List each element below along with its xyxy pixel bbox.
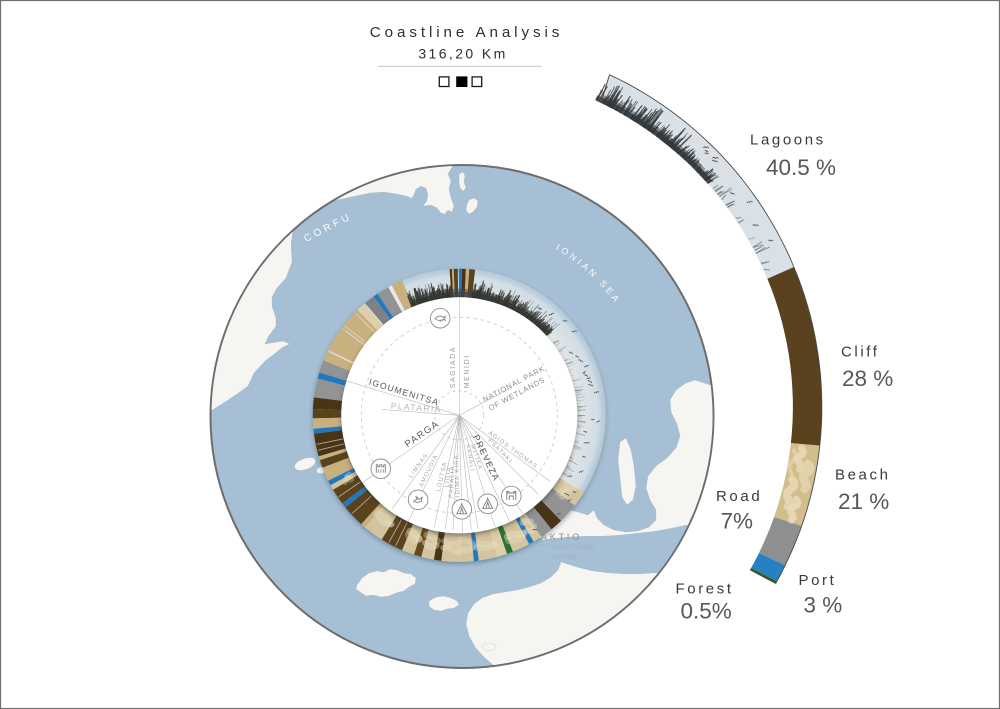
- svg-text:3 %: 3 %: [804, 593, 843, 618]
- svg-text:316,20 Km: 316,20 Km: [418, 46, 507, 62]
- svg-text:LIGIA: LIGIA: [444, 466, 452, 487]
- svg-text:PARALIA: PARALIA: [449, 465, 457, 498]
- svg-text:tunnel: tunnel: [553, 551, 576, 561]
- svg-text:Coastline Analysis: Coastline Analysis: [370, 24, 563, 41]
- svg-text:underwater: underwater: [553, 541, 596, 551]
- svg-text:PLATARIA: PLATARIA: [390, 401, 442, 415]
- svg-text:KANALI: KANALI: [464, 444, 474, 473]
- svg-text:Road: Road: [716, 488, 762, 505]
- svg-text:Forest: Forest: [676, 581, 734, 598]
- svg-text:40.5 %: 40.5 %: [766, 155, 836, 180]
- svg-text:0.5%: 0.5%: [681, 599, 732, 624]
- svg-text:KIDIMA KIRA: KIDIMA KIRA: [454, 454, 461, 502]
- svg-text:AKTIO: AKTIO: [541, 532, 582, 542]
- svg-text:21 %: 21 %: [838, 489, 889, 514]
- svg-text:Lagoons: Lagoons: [750, 132, 826, 149]
- svg-text:Beach: Beach: [835, 467, 891, 484]
- svg-text:Cliff: Cliff: [841, 344, 880, 361]
- svg-text:Port: Port: [799, 572, 837, 589]
- svg-text:SAGIADA: SAGIADA: [450, 346, 457, 388]
- svg-text:7%: 7%: [721, 509, 754, 534]
- svg-text:28 %: 28 %: [842, 366, 893, 391]
- svg-text:MENIDI: MENIDI: [464, 354, 471, 388]
